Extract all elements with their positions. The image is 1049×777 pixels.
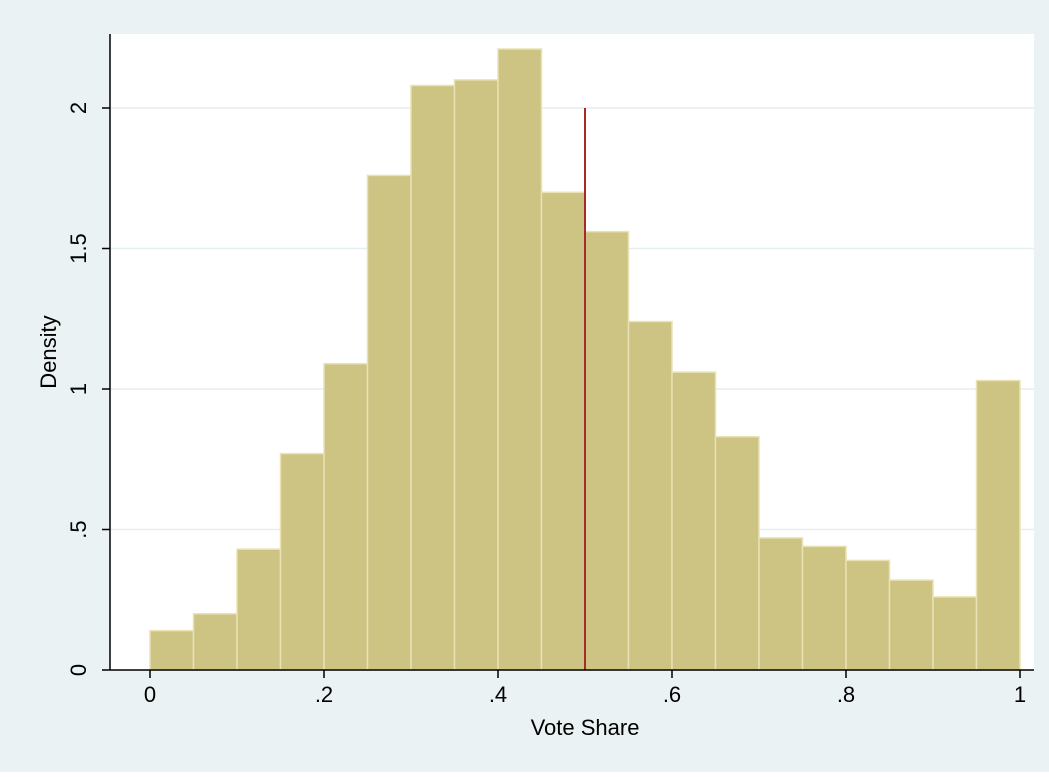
y-tick-label: 1.5 [66, 233, 91, 264]
y-tick-label: 2 [66, 102, 91, 114]
histogram-bar [714, 436, 760, 671]
histogram-bar [975, 379, 1021, 671]
x-tick-label: 0 [144, 682, 156, 707]
y-tick-label: .5 [66, 520, 91, 538]
histogram-bar [497, 48, 543, 671]
histogram-bar [149, 629, 195, 671]
histogram-bar [410, 84, 456, 671]
histogram-bar [671, 371, 717, 671]
axes [102, 34, 1034, 678]
tick-labels: 0 .2 .4 .6 .8 1 0 .5 1 1.5 2 [66, 102, 1026, 707]
x-tick-label: 1 [1014, 682, 1026, 707]
histogram-bar [888, 579, 934, 671]
histogram-bar [192, 613, 238, 671]
histogram-bar [584, 230, 630, 671]
y-tick-label: 1 [66, 383, 91, 395]
x-tick-label: .2 [315, 682, 333, 707]
x-axis-title: Vote Share [531, 715, 640, 740]
histogram-bars [149, 48, 1021, 671]
histogram-bar [279, 452, 325, 671]
histogram-bar [236, 548, 282, 671]
histogram-bar [366, 174, 412, 671]
x-tick-label: .4 [489, 682, 507, 707]
histogram-bar [323, 362, 369, 671]
histogram-bar [845, 559, 891, 671]
y-axis-title: Density [36, 315, 61, 388]
histogram-bar [627, 320, 673, 671]
histogram-bar [758, 537, 804, 671]
x-tick-label: .6 [663, 682, 681, 707]
histogram-bar [453, 79, 499, 671]
histogram-bar [540, 191, 586, 671]
x-tick-label: .8 [837, 682, 855, 707]
y-tick-label: 0 [66, 664, 91, 676]
histogram-bar [801, 545, 847, 671]
histogram-bar [932, 596, 978, 671]
